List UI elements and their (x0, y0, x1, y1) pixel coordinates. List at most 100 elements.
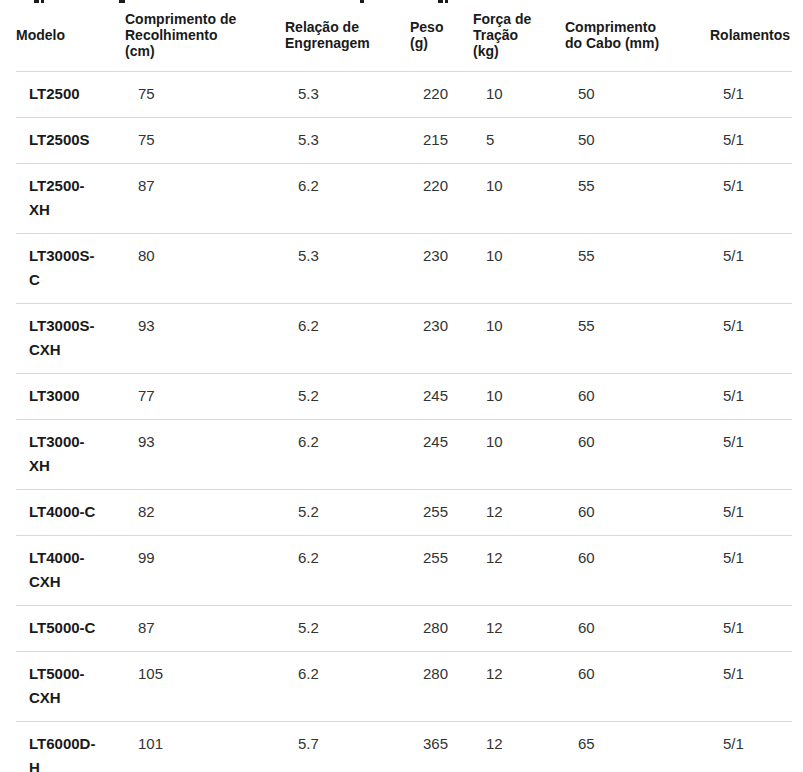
forca-cell: 10 (473, 164, 565, 234)
relacao-cell: 5.2 (285, 606, 410, 652)
column-header-recolhimento: Comprimento de Recolhimento (cm) (125, 3, 285, 72)
column-header-forca: Força de Tração (kg) (473, 3, 565, 72)
forca-cell: 12 (473, 606, 565, 652)
column-header-relacao: Relação de Engrenagem (285, 3, 410, 72)
table-row-lt6000d-h: LT6000D-H1015.736512655/1 (16, 722, 792, 772)
cabo-cell: 60 (565, 652, 710, 722)
column-header-peso: Peso (g) (410, 3, 473, 72)
column-header-rolamentos: Rolamentos (710, 3, 792, 72)
table-row-lt4000-c: LT4000-C825.225512605/1 (16, 490, 792, 536)
forca-cell: 12 (473, 722, 565, 772)
model-name: LT3000 (29, 384, 101, 408)
rolamentos-cell: 5/1 (710, 234, 792, 304)
relacao-cell: 6.2 (285, 652, 410, 722)
rolamentos-cell: 5/1 (710, 490, 792, 536)
model-cell: LT4000-C (16, 490, 125, 536)
model-cell: LT2500-XH (16, 164, 125, 234)
rolamentos-cell: 5/1 (710, 536, 792, 606)
spec-table-body: LT2500755.322010505/1LT2500S755.32155505… (16, 72, 792, 772)
recolhimento-cell: 101 (125, 722, 285, 772)
table-row-lt3000s-c: LT3000S-C805.323010555/1 (16, 234, 792, 304)
model-name: LT4000-CXH (29, 546, 101, 594)
forca-cell: 10 (473, 234, 565, 304)
recolhimento-cell: 75 (125, 72, 285, 118)
forca-cell: 10 (473, 374, 565, 420)
relacao-cell: 5.3 (285, 234, 410, 304)
peso-cell: 220 (410, 164, 473, 234)
table-row-lt2500s: LT2500S755.32155505/1 (16, 118, 792, 164)
model-name: LT4000-C (29, 500, 101, 524)
model-name: LT5000-C (29, 616, 101, 640)
table-row-lt2500: LT2500 755.322010505/1 (16, 72, 792, 118)
column-header-modelo: Modelo (16, 3, 125, 72)
model-cell: LT5000-CXH (16, 652, 125, 722)
table-row-lt5000-c: LT5000-C 875.228012605/1 (16, 606, 792, 652)
rolamentos-cell: 5/1 (710, 118, 792, 164)
peso-cell: 245 (410, 420, 473, 490)
relacao-cell: 6.2 (285, 164, 410, 234)
recolhimento-cell: 82 (125, 490, 285, 536)
model-name: LT3000-XH (29, 430, 101, 478)
relacao-cell: 5.3 (285, 118, 410, 164)
recolhimento-cell: 93 (125, 304, 285, 374)
forca-cell: 12 (473, 652, 565, 722)
recolhimento-cell: 75 (125, 118, 285, 164)
table-row-lt3000s-cxh: LT3000S-CXH936.223010555/1 (16, 304, 792, 374)
cabo-cell: 55 (565, 164, 710, 234)
rolamentos-cell: 5/1 (710, 606, 792, 652)
cabo-cell: 60 (565, 420, 710, 490)
cabo-cell: 65 (565, 722, 710, 772)
model-cell: LT2500 (16, 72, 125, 118)
model-cell: LT3000S-CXH (16, 304, 125, 374)
model-cell: LT3000 (16, 374, 125, 420)
column-header-cabo: Comprimento do Cabo (mm) (565, 3, 710, 72)
model-name: LT3000S-CXH (29, 314, 101, 362)
forca-cell: 10 (473, 304, 565, 374)
model-cell: LT3000S-C (16, 234, 125, 304)
spec-table: ModeloComprimento de Recolhimento (cm)Re… (16, 3, 792, 772)
recolhimento-cell: 87 (125, 606, 285, 652)
cabo-cell: 50 (565, 72, 710, 118)
recolhimento-cell: 87 (125, 164, 285, 234)
model-name: LT3000S-C (29, 244, 101, 292)
cabo-cell: 60 (565, 536, 710, 606)
model-name: LT5000-CXH (29, 662, 101, 710)
peso-cell: 215 (410, 118, 473, 164)
model-name: LT2500-XH (29, 174, 101, 222)
peso-cell: 365 (410, 722, 473, 772)
rolamentos-cell: 5/1 (710, 722, 792, 772)
rolamentos-cell: 5/1 (710, 652, 792, 722)
relacao-cell: 6.2 (285, 420, 410, 490)
cabo-cell: 60 (565, 374, 710, 420)
forca-cell: 5 (473, 118, 565, 164)
model-cell: LT6000D-H (16, 722, 125, 772)
table-row-lt3000: LT3000775.224510605/1 (16, 374, 792, 420)
cabo-cell: 60 (565, 606, 710, 652)
table-row-lt3000-xh: LT3000-XH936.224510605/1 (16, 420, 792, 490)
cabo-cell: 60 (565, 490, 710, 536)
forca-cell: 10 (473, 420, 565, 490)
peso-cell: 220 (410, 72, 473, 118)
forca-cell: 12 (473, 536, 565, 606)
forca-cell: 10 (473, 72, 565, 118)
table-row-lt5000-cxh: LT5000-CXH1056.228012605/1 (16, 652, 792, 722)
table-row-lt4000-cxh: LT4000-CXH996.225512605/1 (16, 536, 792, 606)
peso-cell: 230 (410, 234, 473, 304)
rolamentos-cell: 5/1 (710, 72, 792, 118)
table-row-lt2500-xh: LT2500-XH 876.222010555/1 (16, 164, 792, 234)
peso-cell: 245 (410, 374, 473, 420)
cabo-cell: 55 (565, 304, 710, 374)
rolamentos-cell: 5/1 (710, 164, 792, 234)
forca-cell: 12 (473, 490, 565, 536)
relacao-cell: 5.3 (285, 72, 410, 118)
relacao-cell: 6.2 (285, 304, 410, 374)
peso-cell: 280 (410, 606, 473, 652)
model-cell: LT4000-CXH (16, 536, 125, 606)
peso-cell: 255 (410, 490, 473, 536)
model-cell: LT5000-C (16, 606, 125, 652)
rolamentos-cell: 5/1 (710, 304, 792, 374)
model-name: LT2500 (29, 82, 101, 106)
relacao-cell: 6.2 (285, 536, 410, 606)
reel-spec-page: ModeloComprimento de Recolhimento (cm)Re… (0, 0, 803, 772)
relacao-cell: 5.7 (285, 722, 410, 772)
